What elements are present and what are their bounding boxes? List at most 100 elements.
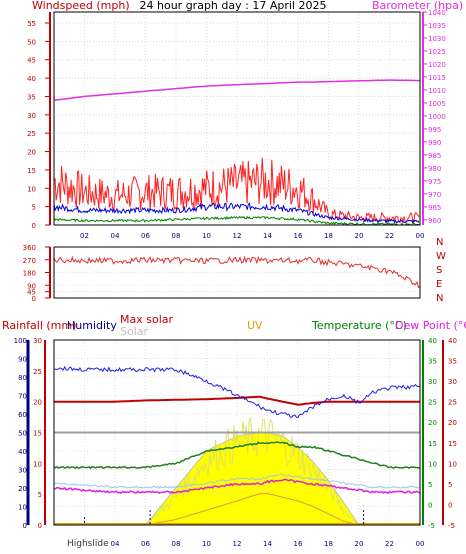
dewpoint-tick-label: 30 [448, 378, 457, 386]
top-panel-frame [53, 11, 421, 226]
direction-tick-label: 360 [23, 244, 36, 252]
rainfall-axis-label: Rainfall (mm) [2, 319, 76, 332]
temperature-tick-label: 20 [428, 419, 437, 427]
humidity-tick-label: 40 [18, 448, 27, 456]
rain-tick-label: 25 [33, 368, 42, 376]
wind-tick-label: 0 [32, 222, 36, 230]
windspeed-axis-label: Windspeed (mph) [32, 0, 130, 12]
direction-tick-label: 90 [27, 282, 36, 290]
dewpoint-tick-label: 10 [448, 460, 457, 468]
baro-tick-label: 980 [428, 165, 441, 173]
baro-tick-label: 1015 [428, 74, 446, 82]
baro-tick-label: 970 [428, 191, 441, 199]
time-tick-label: 20 [355, 232, 364, 240]
cardinal-label: N [436, 237, 443, 248]
rain-tick-label: 10 [33, 460, 42, 468]
chart-title: 24 hour graph day : 17 April 2025 [140, 0, 327, 12]
time-tick-label: 20 [355, 540, 364, 548]
wind-direction-line [53, 255, 421, 289]
rain-tick-label: 15 [33, 430, 42, 438]
wind-tick-label: 40 [27, 75, 36, 83]
humidity-tick-label: 10 [18, 504, 27, 512]
time-tick-label: 22 [385, 232, 394, 240]
maxsolar-label: Max solar [120, 313, 173, 326]
dewpoint-line [53, 478, 421, 495]
humidity-tick-label: 30 [18, 467, 27, 475]
time-tick-label: 14 [263, 232, 272, 240]
dewpoint-tick-label: -5 [448, 522, 455, 530]
time-tick-label: 12 [233, 540, 242, 548]
time-tick-label: 08 [172, 232, 181, 240]
highslide-link[interactable]: Highslide [67, 539, 109, 549]
baro-tick-label: 995 [428, 126, 441, 134]
average-wind-line [53, 202, 420, 224]
humidity-tick-label: 0 [23, 522, 27, 530]
wind-tick-label: 5 [32, 204, 36, 212]
temperature-tick-label: 35 [428, 358, 437, 366]
baro-tick-label: 1030 [428, 35, 446, 43]
wind-tick-label: 20 [27, 149, 36, 157]
baro-tick-label: 1020 [428, 61, 446, 69]
cardinal-label: S [436, 265, 442, 276]
temperature-line [53, 441, 421, 470]
wind-low-line [53, 215, 420, 226]
barometer-axis-label: Barometer (hpa) [372, 0, 463, 12]
time-tick-label: 16 [294, 232, 303, 240]
dewpoint-tick-label: 40 [448, 337, 457, 345]
cardinal-label: W [436, 251, 446, 262]
rain-tick-label: 5 [38, 491, 42, 499]
time-tick-label: 18 [324, 232, 333, 240]
wind-tick-label: 50 [27, 38, 36, 46]
direction-panel-grid [54, 246, 420, 299]
dewpoint-tick-label: 35 [448, 358, 457, 366]
time-tick-label: 06 [141, 540, 150, 548]
direction-tick-label: 45 [27, 289, 36, 297]
direction-tick-label: 180 [23, 270, 36, 278]
direction-panel-frame [53, 246, 421, 299]
rain-tick-label: 0 [38, 522, 42, 530]
baro-tick-label: 1005 [428, 100, 446, 108]
baro-tick-label: 960 [428, 217, 441, 225]
dewpoint-tick-label: 5 [448, 481, 452, 489]
temperature-tick-label: 0 [428, 501, 432, 509]
wind-tick-label: 25 [27, 130, 36, 138]
axes-layer: 0510152025303540455055960965970975980985… [14, 9, 457, 548]
gust-line [53, 157, 420, 225]
wind-tick-label: 15 [27, 167, 36, 175]
time-tick-label: 22 [385, 540, 394, 548]
wet-bulb-line [53, 473, 421, 489]
temperature-tick-label: 5 [428, 481, 432, 489]
wind-tick-label: 35 [27, 93, 36, 101]
time-tick-label: 06 [141, 232, 150, 240]
time-tick-label: 04 [111, 540, 120, 548]
humidity-tick-label: 50 [18, 430, 27, 438]
humidity-tick-label: 90 [18, 356, 27, 364]
baro-tick-label: 965 [428, 204, 441, 212]
time-tick-label: 10 [202, 232, 211, 240]
baro-tick-label: 1040 [428, 9, 446, 17]
direction-tick-label: 270 [23, 257, 36, 265]
wind-tick-label: 55 [27, 20, 36, 28]
time-tick-label: 14 [263, 540, 272, 548]
series-layer [53, 79, 421, 526]
dewpoint-tick-label: 0 [448, 501, 452, 509]
barometer-line [53, 79, 421, 102]
time-tick-label: 04 [111, 232, 120, 240]
bottom-panel-frame [53, 339, 421, 526]
time-tick-label: 18 [324, 540, 333, 548]
dewpoint-tick-label: 25 [448, 399, 457, 407]
wind-tick-label: 45 [27, 57, 36, 65]
time-tick-label: 02 [80, 232, 89, 240]
rain-tick-label: 20 [33, 399, 42, 407]
direction-tick-label: 0 [32, 295, 36, 303]
max-solar-line-red [54, 395, 420, 406]
baro-tick-label: 1025 [428, 48, 446, 56]
humidity-tick-label: 70 [18, 393, 27, 401]
wind-tick-label: 30 [27, 112, 36, 120]
humidity-tick-label: 100 [14, 337, 27, 345]
baro-tick-label: 1035 [428, 22, 446, 30]
temperature-tick-label: 25 [428, 399, 437, 407]
solar-label: Solar [120, 325, 149, 338]
